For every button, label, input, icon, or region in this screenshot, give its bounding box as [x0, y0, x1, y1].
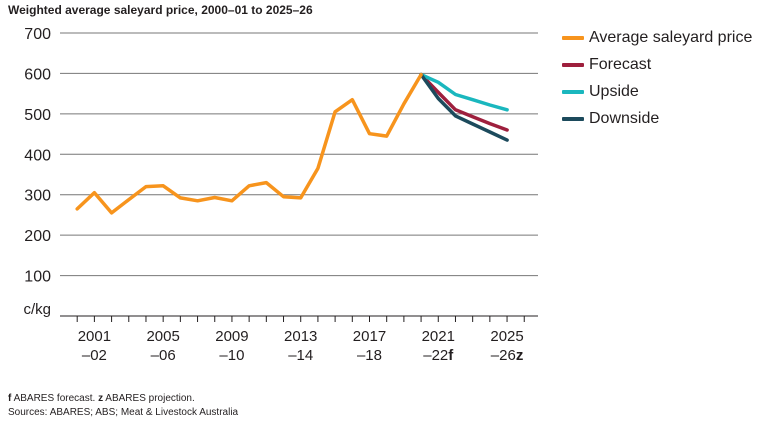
x-tick-label-2021-suffix: f: [448, 347, 454, 364]
series-line-upside: [419, 72, 509, 112]
y-tick-label-600: 600: [24, 66, 51, 83]
footnote-projection: f ABARES forecast. z ABARES projection.: [8, 393, 195, 404]
x-tick-label-2013-end: –14: [288, 347, 313, 364]
x-tick-label-2009: 2009: [215, 328, 248, 345]
footnote-f-text: ABARES forecast.: [11, 393, 99, 404]
legend-swatch-upside: [562, 89, 584, 94]
x-tick-label-2005-end: –06: [151, 347, 176, 364]
x-tick-label-2025-year-end: –26: [491, 347, 516, 364]
y-tick-label-700: 700: [24, 26, 51, 43]
x-tick-label-2013-year-end: –14: [288, 347, 313, 364]
x-tick-label-2017: 2017: [353, 328, 386, 345]
x-tick-label-2021-year-end: –22: [423, 347, 448, 364]
series-line-average-saleyard-price: [75, 72, 423, 215]
x-tick-label-2025: 2025: [490, 328, 523, 345]
y-axis-labels: 100 200 300 400 500 600 700 c/kg: [23, 26, 51, 318]
legend-label-downside: Downside: [589, 109, 660, 127]
y-tick-label-200: 200: [24, 228, 51, 245]
legend-label-upside: Upside: [589, 82, 639, 100]
x-tick-label-2017-year-end: –18: [357, 347, 382, 364]
legend-swatch-forecast: [562, 62, 584, 67]
legend: Average saleyard price Forecast Upside D…: [562, 24, 752, 132]
y-tick-label-100: 100: [24, 269, 51, 286]
footnote-sources: Sources: ABARES; ABS; Meat & Livestock A…: [8, 407, 239, 418]
x-tick-label-2001-end: –02: [82, 347, 107, 364]
legend-item-downside: Downside: [562, 105, 752, 132]
footnote-z-text: ABARES projection.: [103, 393, 195, 404]
y-tick-label-400: 400: [24, 147, 51, 164]
y-unit-label: c/kg: [23, 301, 51, 318]
x-tick-label-2021-end: –22f: [423, 347, 454, 364]
x-tick-label-2021: 2021: [422, 328, 455, 345]
x-tick-label-2009-year-end: –10: [219, 347, 244, 364]
footnote-f-key: f: [8, 393, 12, 404]
x-tick-label-2025-end: –26z: [491, 347, 524, 364]
legend-label-forecast: Forecast: [589, 55, 652, 73]
x-tick-label-2005: 2005: [146, 328, 179, 345]
series-line-forecast: [419, 72, 509, 132]
x-tick-label-2025-suffix: z: [516, 347, 524, 364]
x-tick-label-2005-year-end: –06: [151, 347, 176, 364]
legend-swatch-average: [562, 35, 584, 40]
gridlines: [60, 32, 538, 277]
series-line-downside: [419, 72, 509, 142]
footnote-z-key: z: [98, 393, 104, 404]
x-tick-label-2017-end: –18: [357, 347, 382, 364]
x-tick-label-2001-year-end: –02: [82, 347, 107, 364]
line-chart: 100 200 300 400 500 600 700 c/kg 2001 –02 2005 –06…: [23, 26, 538, 364]
x-axis: 2001 –02 2005 –06 2009 –10 2013 –14 2017 –18 2021 –…: [60, 315, 538, 364]
legend-item-upside: Upside: [562, 78, 752, 105]
x-tick-label-2013: 2013: [284, 328, 317, 345]
legend-item-average: Average saleyard price: [562, 24, 752, 51]
plot-area: [75, 72, 509, 215]
chart-title: Weighted average saleyard price, 2000–01…: [8, 3, 313, 17]
legend-swatch-downside: [562, 116, 584, 121]
y-tick-label-500: 500: [24, 107, 51, 124]
x-tick-label-2009-end: –10: [219, 347, 244, 364]
legend-label-average: Average saleyard price: [589, 28, 753, 46]
x-tick-label-2001: 2001: [78, 328, 111, 345]
y-tick-label-300: 300: [24, 188, 51, 205]
legend-item-forecast: Forecast: [562, 51, 752, 78]
